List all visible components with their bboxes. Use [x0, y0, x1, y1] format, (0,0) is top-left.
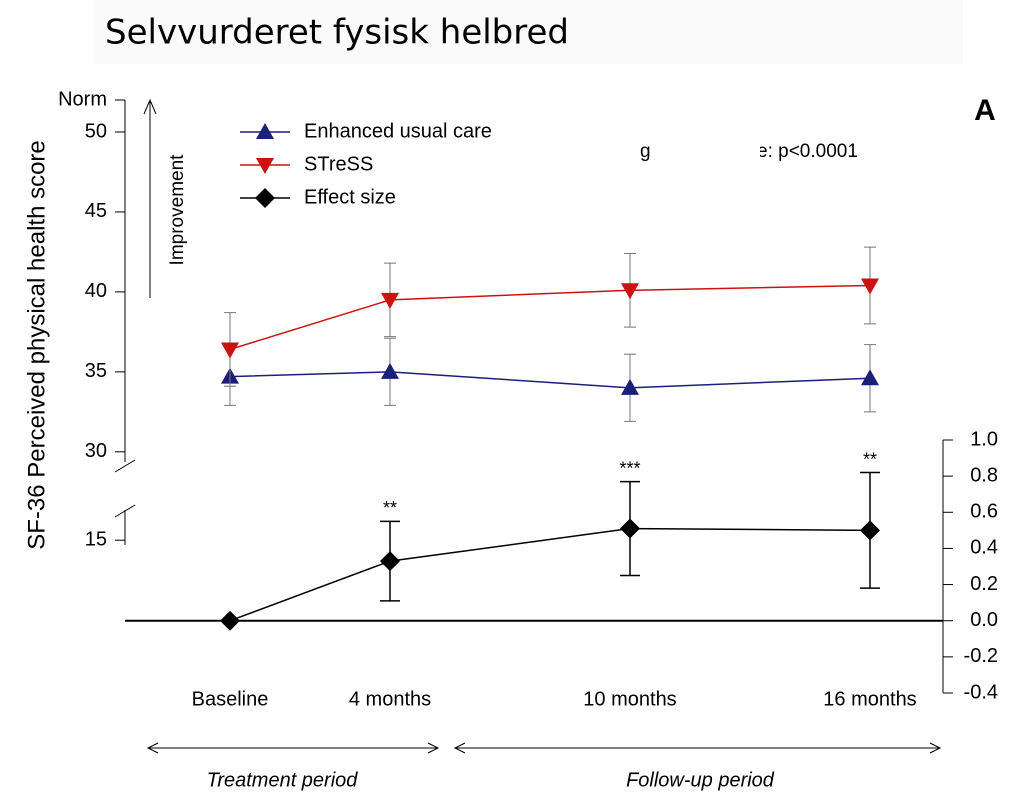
- marker: [221, 342, 239, 359]
- mask: [655, 100, 760, 220]
- legend-label: Effect size: [304, 186, 396, 208]
- marker: [381, 292, 399, 309]
- series-line: [229, 527, 871, 622]
- y2-tick-label: 0.4: [970, 537, 998, 559]
- y2-tick-label: 0.0: [970, 609, 998, 631]
- y2-tick-label: 0.6: [970, 501, 998, 523]
- period-label: Follow-up period: [626, 769, 775, 791]
- annotation: e: p<0.0001: [757, 141, 858, 162]
- y-axis-label: SF-36 Perceived physical health score: [23, 140, 50, 550]
- axis-break: [114, 459, 136, 473]
- x-tick-label: 4 months: [349, 688, 431, 710]
- marker: [861, 278, 879, 295]
- legend-marker: [256, 158, 274, 174]
- chart-title: Selvvurderet fysisk helbred: [105, 13, 569, 53]
- legend-marker: [255, 188, 275, 208]
- y-tick-label: 35: [85, 360, 107, 382]
- y-tick-label: 15: [85, 528, 107, 550]
- y2-tick-label: 1.0: [970, 428, 998, 450]
- marker: [620, 518, 640, 539]
- series-line: [229, 284, 871, 351]
- marker: [621, 378, 639, 395]
- y-tick-label: Norm: [58, 88, 107, 110]
- marker: [380, 551, 400, 572]
- x-tick-label: 16 months: [823, 688, 916, 710]
- x-tick-label: Baseline: [192, 688, 269, 710]
- marker: [860, 520, 880, 541]
- y2-tick-label: 0.8: [970, 464, 998, 486]
- series-line: [229, 371, 871, 389]
- y2-tick-label: -0.4: [964, 681, 998, 703]
- y-tick-label: 50: [85, 120, 107, 142]
- period-arrowheads: [146, 742, 440, 754]
- significance-label: ***: [619, 458, 640, 478]
- significance-label: **: [863, 449, 877, 469]
- panel-label: A: [974, 94, 996, 127]
- marker: [621, 283, 639, 300]
- y-tick-label: 45: [85, 200, 107, 222]
- legend-marker: [256, 123, 274, 139]
- legend-label: STreSS: [304, 153, 373, 175]
- x-tick-label: 10 months: [583, 688, 676, 710]
- period-label: Treatment period: [207, 769, 359, 791]
- y-tick-label: 40: [85, 280, 107, 302]
- annotation: g: [640, 141, 651, 162]
- y2-tick-label: 0.2: [970, 573, 998, 595]
- y-tick-label: 30: [85, 440, 107, 462]
- period-arrowheads: [453, 742, 942, 754]
- improvement-arrowhead: [143, 98, 157, 115]
- y2-tick-label: -0.2: [964, 645, 998, 667]
- significance-label: **: [383, 498, 397, 518]
- improvement-label: Improvement: [167, 154, 188, 266]
- marker: [861, 369, 879, 386]
- title-band: [95, 0, 963, 64]
- marker: [381, 362, 399, 379]
- legend-label: Enhanced usual care: [304, 120, 492, 142]
- marker: [220, 610, 240, 631]
